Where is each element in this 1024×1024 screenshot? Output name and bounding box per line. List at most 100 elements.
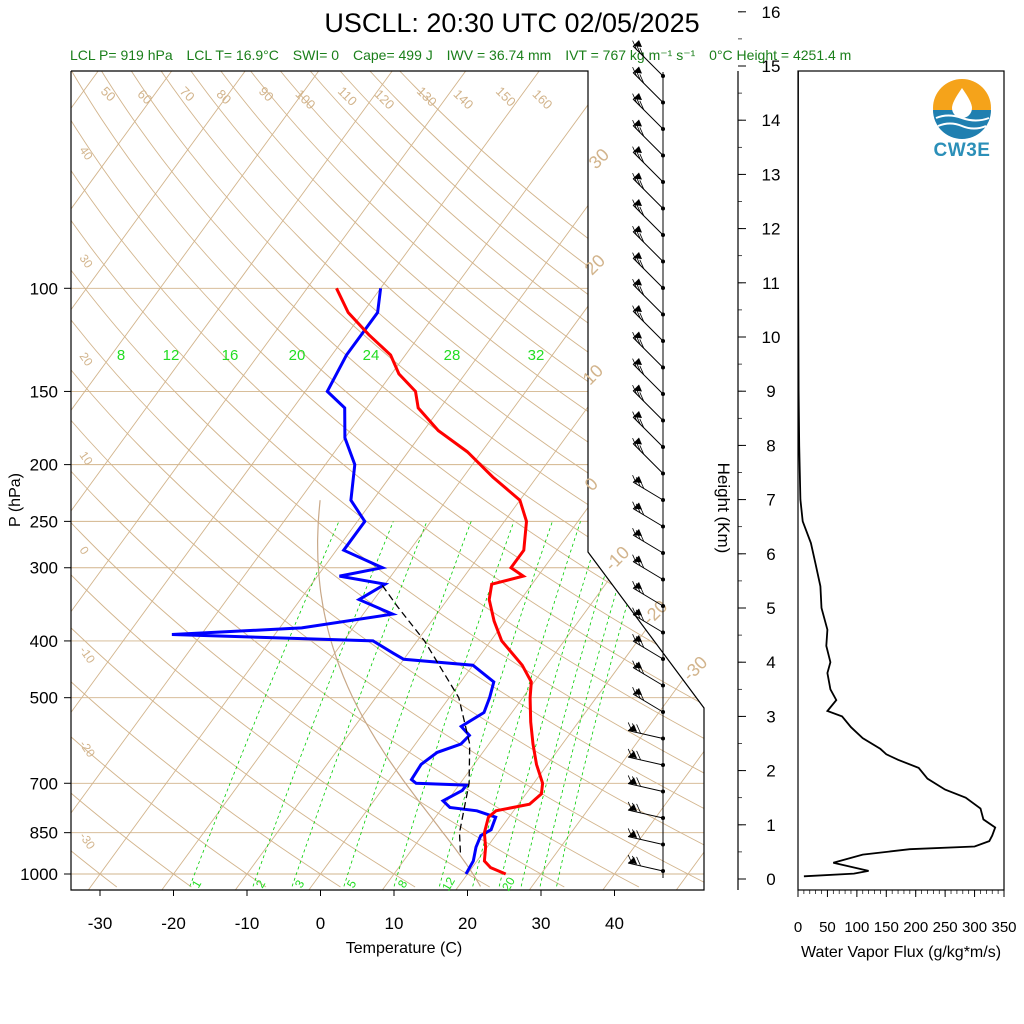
- wind-barb: [627, 836, 664, 845]
- wind-barb-feather: [632, 66, 637, 77]
- height-tick-label: 14: [762, 111, 781, 130]
- dry-adiabat-line: [71, 71, 704, 888]
- wind-barb-feather: [639, 532, 645, 542]
- wind-barb-feather: [632, 93, 637, 103]
- wind-barb: [632, 693, 664, 713]
- wind-barb: [632, 310, 664, 342]
- x-tick-label: 20: [458, 914, 477, 933]
- wind-barb-feather: [632, 580, 637, 591]
- wind-barb-flag: [628, 857, 637, 864]
- wind-barb-feather: [632, 501, 637, 511]
- dry-adiabat-label: 150: [493, 84, 519, 110]
- wind-barb-flag: [628, 830, 637, 838]
- isotherm-label: 0: [581, 474, 602, 495]
- dry-adiabat-line: [71, 71, 416, 888]
- water-vapor-flux-line: [798, 71, 997, 878]
- height-tick-label: 2: [766, 762, 775, 781]
- dry-adiabat-line: [71, 71, 640, 888]
- stat-lcl-p: LCL P= 919 hPa: [70, 47, 173, 63]
- wind-barb-feather: [632, 146, 637, 156]
- wind-barb: [632, 125, 664, 156]
- dry-adiabat-label: 120: [372, 86, 398, 112]
- isotherm-label: 40: [77, 144, 96, 163]
- wind-barb: [632, 587, 664, 607]
- dry-adiabat-label: 50: [98, 84, 119, 105]
- mixing-ratio-line: [439, 521, 553, 887]
- chart-title: USCLL: 20:30 UTC 02/05/2025: [324, 8, 700, 38]
- wind-barb: [632, 204, 664, 236]
- mixing-ratio-line: [189, 521, 340, 887]
- wind-barb-feather: [632, 686, 637, 697]
- wind-barb: [632, 416, 664, 448]
- mixing-ratio-line: [472, 521, 581, 887]
- wind-barb-feather: [627, 722, 633, 732]
- wind-barb: [632, 443, 664, 474]
- wind-barb: [632, 284, 664, 315]
- y-axis-label: P (hPa): [7, 473, 24, 527]
- x-tick-label: -10: [235, 914, 260, 933]
- mixing-ratio-label: 16: [222, 347, 239, 364]
- mixing-ratio-line: [291, 521, 428, 887]
- mixing-ratio-label: 3: [292, 877, 308, 890]
- y-tick-label: 250: [30, 512, 58, 531]
- isotherm-line: [71, 71, 320, 890]
- wind-barb-feather: [639, 445, 645, 455]
- wind-barb-flag: [633, 199, 642, 206]
- wind-barb-flag: [628, 724, 637, 732]
- wind-barb-feather: [636, 724, 641, 734]
- wind-barb-flag: [633, 119, 642, 127]
- mixing-ratio-label: 20: [499, 874, 518, 893]
- wind-barb-flag: [633, 40, 642, 47]
- wind-barb-feather: [632, 199, 637, 209]
- flux-x-axis-label: Water Vapor Flux (g/kg*m/s): [801, 944, 1001, 961]
- x-tick-label: 10: [385, 914, 404, 933]
- height-tick-label: 1: [766, 816, 775, 835]
- wind-barb-flag: [633, 305, 642, 312]
- dry-adiabat-line: [71, 71, 341, 888]
- isotherm-label: -10: [601, 542, 634, 575]
- wind-barb-feather: [632, 607, 637, 617]
- stat-freezing-height: 0°C Height = 4251.4 m: [709, 47, 852, 63]
- wind-barb: [627, 862, 664, 872]
- wind-barb-feather: [627, 748, 633, 759]
- dry-adiabat-line: [101, 71, 704, 888]
- wind-barb: [632, 231, 664, 262]
- flux-x-tick-label: 150: [874, 919, 899, 936]
- x-tick-label: 0: [316, 914, 325, 933]
- isotherm-label: 10: [579, 361, 607, 389]
- wind-barb-flag: [633, 172, 642, 180]
- wind-barb: [632, 390, 664, 421]
- wind-barb-feather: [635, 388, 641, 398]
- flux-x-tick-label: 0: [794, 919, 802, 936]
- isotherm-line: [750, 71, 1024, 890]
- wind-barb-feather: [635, 335, 641, 345]
- wind-barb-feather: [639, 259, 645, 269]
- wind-barb-feather: [632, 40, 637, 50]
- dry-adiabat-line: [399, 71, 704, 888]
- mixing-ratio-line: [393, 521, 515, 887]
- stat-iwv: IWV = 36.74 mm: [446, 47, 552, 63]
- mixing-ratio-label: 2: [253, 877, 269, 890]
- mixing-ratio-line: [539, 521, 638, 887]
- isotherm-line: [71, 71, 246, 890]
- wind-barb: [632, 481, 664, 501]
- wind-barb-flag: [633, 225, 642, 233]
- mixing-ratio-line: [498, 521, 604, 887]
- wind-barb-feather: [627, 854, 633, 865]
- flux-x-tick-label: 300: [962, 919, 987, 936]
- height-tick-label: 8: [766, 436, 775, 455]
- mixing-ratio-label: 28: [444, 347, 461, 364]
- wind-barb-feather: [635, 609, 641, 619]
- isotherm-line: [71, 71, 540, 890]
- wind-barb-feather: [635, 97, 641, 107]
- wind-barb: [632, 257, 664, 289]
- wind-barb-feather: [632, 172, 637, 183]
- wind-barb-feather: [639, 206, 645, 216]
- y-tick-label: 850: [30, 824, 58, 843]
- wind-barb-flag: [628, 751, 637, 758]
- wind-barb-flag: [633, 331, 642, 339]
- wind-barb: [627, 809, 664, 819]
- wind-barb: [627, 756, 664, 766]
- dry-adiabat-label: 140: [451, 86, 477, 112]
